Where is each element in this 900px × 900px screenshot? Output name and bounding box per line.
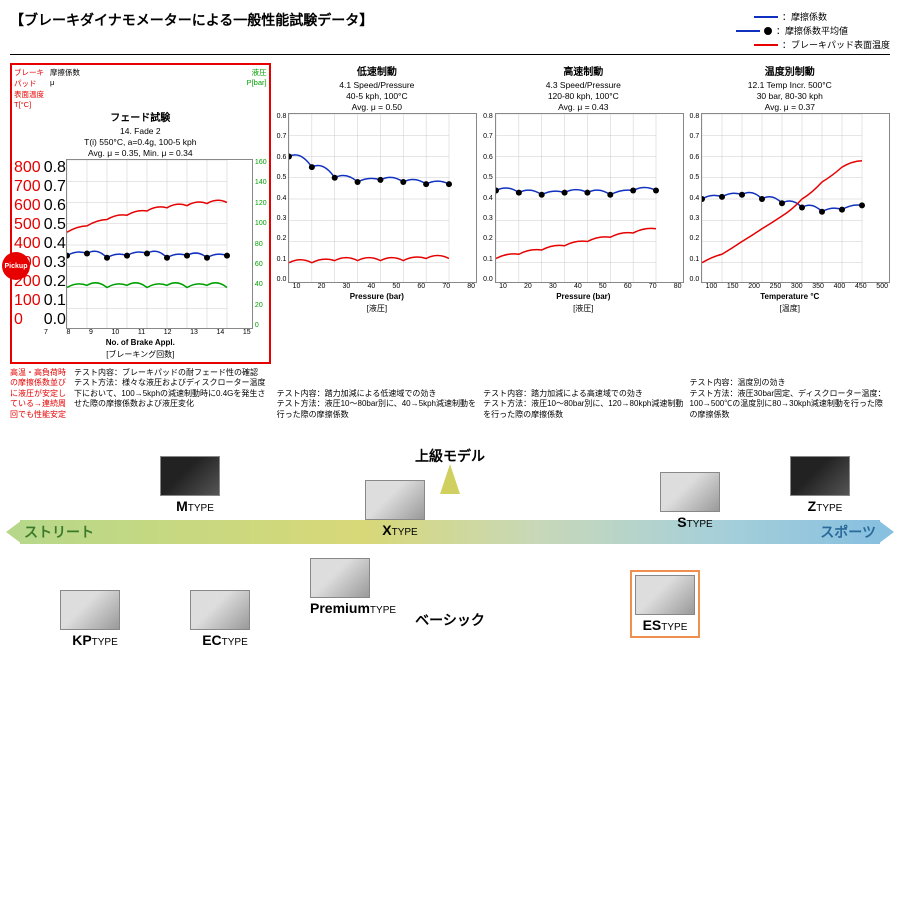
product-label: PremiumTYPE — [310, 600, 380, 616]
product-kp: KPTYPE — [60, 590, 130, 648]
chart-panel: ブレーキ パッド 表面温度 T[°C]摩擦係数 μ 液圧 P[bar]フェード試験… — [10, 63, 271, 364]
product-label: KPTYPE — [60, 632, 130, 648]
chart-subtitle: Avg. μ = 0.37 — [690, 102, 890, 112]
product-label: ZTYPE — [790, 498, 860, 514]
legend-line-icon — [754, 44, 778, 46]
chart-description: テスト内容：踏力加減による高速域での効き テスト方法：液圧10～80bar別に、… — [483, 389, 683, 420]
chart-subtitle: 120-80 kph, 100°C — [483, 91, 683, 101]
legend-line-icon — [754, 16, 778, 18]
chart-plot: 0.80.70.60.50.40.30.20.10.0 — [690, 113, 890, 283]
x-axis-label: Temperature °C — [690, 292, 890, 301]
product-image-icon — [190, 590, 250, 630]
product-image-icon — [365, 480, 425, 520]
label-basic: ベーシック — [415, 610, 485, 630]
legend: ：摩擦係数：摩擦係数平均値：ブレーキパッド表面温度 — [754, 10, 890, 52]
chart-subtitle: 30 bar, 80-30 kph — [690, 91, 890, 101]
product-label: STYPE — [660, 514, 730, 530]
product-z: ZTYPE — [790, 456, 860, 514]
chart-title: 高速制動 — [483, 63, 683, 78]
pickup-note: 高温・高負荷時の摩擦係数並びに液圧が安定している→連続周回でも性能安定 — [10, 368, 70, 420]
label-upper-model: 上級モデル — [415, 446, 485, 466]
chart-description: テスト内容：ブレーキパッドの耐フェード性の確認 テスト方法：様々な液圧およびディ… — [74, 368, 271, 420]
chart-plot: 0.80.70.60.50.40.30.20.10.0 — [277, 113, 477, 283]
legend-label: ：摩擦係数 — [782, 10, 827, 23]
chart-svg — [495, 113, 684, 283]
chart-panel: 高速制動 4.3 Speed/Pressure120-80 kph, 100°CA… — [483, 63, 683, 385]
chart-svg — [701, 113, 890, 283]
y-axis-mu-label: 摩擦係数 μ — [50, 67, 80, 109]
product-s: STYPE — [660, 472, 730, 530]
page-title: 【ブレーキダイナモメーターによる一般性能試験データ】 — [10, 10, 373, 30]
chart-description: テスト内容：温度別の効き テスト方法：液圧30bar固定、ディスクローター温度：… — [690, 378, 890, 420]
chart-subtitle: Avg. μ = 0.50 — [277, 102, 477, 112]
legend-label: ：ブレーキパッド表面温度 — [782, 38, 890, 51]
chart-title: フェード試験 — [14, 109, 267, 124]
product-map: 上級モデル ストリート スポーツ ベーシック MTYPE XTYPE STYPE ZT… — [10, 440, 890, 680]
product-label: ESTYPE — [635, 617, 695, 633]
chart-title: 温度別制動 — [690, 63, 890, 78]
chart-panel: 低速制動 4.1 Speed/Pressure40-5 kph, 100°CAvg… — [277, 63, 477, 385]
product-image-icon — [790, 456, 850, 496]
product-m: MTYPE — [160, 456, 230, 514]
label-sports: スポーツ — [820, 522, 876, 542]
arrow-up-icon — [440, 464, 460, 494]
chart-svg — [66, 159, 253, 329]
legend-item: ：ブレーキパッド表面温度 — [754, 38, 890, 51]
x-axis-sublabel: [温度] — [690, 303, 890, 314]
product-image-icon — [60, 590, 120, 630]
product-label: ECTYPE — [190, 632, 260, 648]
chart-subtitle: Avg. μ = 0.43 — [483, 102, 683, 112]
chart-subtitle: 40-5 kph, 100°C — [277, 91, 477, 101]
chart-title: 低速制動 — [277, 63, 477, 78]
charts-row: ブレーキ パッド 表面温度 T[°C]摩擦係数 μ 液圧 P[bar]フェード試験… — [10, 63, 890, 420]
legend-item: ：摩擦係数 — [754, 10, 890, 23]
arrow-right-icon — [878, 520, 894, 544]
x-axis-sublabel: [ブレーキング回数] — [14, 349, 267, 360]
chart-subtitle: 14. Fade 2 — [14, 126, 267, 136]
y-axis-temp-label: ブレーキ パッド 表面温度 T[°C] — [14, 67, 44, 109]
x-axis-sublabel: [液圧] — [483, 303, 683, 314]
chart-subtitle: 4.3 Speed/Pressure — [483, 80, 683, 90]
chart-subtitle: T(i) 550°C, a=0.4g, 100-5 kph — [14, 137, 267, 147]
chart-subtitle: 4.1 Speed/Pressure — [277, 80, 477, 90]
product-label: MTYPE — [160, 498, 230, 514]
product-label: XTYPE — [365, 522, 435, 538]
product-image-icon — [160, 456, 220, 496]
chart-description: テスト内容：踏力加減による低速域での効き テスト方法：液圧10～80bar別に、… — [277, 389, 477, 420]
pickup-badge-icon: Pickup — [2, 252, 30, 280]
legend-dot-icon — [764, 27, 772, 35]
product-es: ESTYPE — [630, 570, 700, 638]
x-axis-sublabel: [液圧] — [277, 303, 477, 314]
label-street: ストリート — [24, 522, 94, 542]
chart-subtitle: Avg. μ = 0.35, Min. μ = 0.34 — [14, 148, 267, 158]
arrow-left-icon — [6, 520, 22, 544]
chart-panel: 温度別制動 12.1 Temp Incr. 500°C30 bar, 80-30 … — [690, 63, 890, 374]
product-image-icon — [635, 575, 695, 615]
header-row: 【ブレーキダイナモメーターによる一般性能試験データ】 ：摩擦係数：摩擦係数平均値… — [10, 10, 890, 55]
gradient-axis — [20, 520, 880, 544]
chart-subtitle: 12.1 Temp Incr. 500°C — [690, 80, 890, 90]
product-ec: ECTYPE — [190, 590, 260, 648]
x-axis-label: Pressure (bar) — [483, 292, 683, 301]
x-axis-label: Pressure (bar) — [277, 292, 477, 301]
x-axis-label: No. of Brake Appl. — [14, 338, 267, 347]
chart-svg — [288, 113, 477, 283]
chart-plot: 0.80.70.60.50.40.30.20.10.0 — [483, 113, 683, 283]
y-axis-pressure-label: 液圧 P[bar] — [247, 67, 267, 109]
product-image-icon — [310, 558, 370, 598]
legend-item: ：摩擦係数平均値 — [754, 24, 890, 37]
product-image-icon — [660, 472, 720, 512]
chart-plot: 80070060050040030020010000.80.70.60.50.4… — [14, 159, 267, 329]
product-premium: PremiumTYPE — [310, 558, 380, 616]
product-x: XTYPE — [365, 480, 435, 538]
legend-label: ：摩擦係数平均値 — [776, 24, 848, 37]
